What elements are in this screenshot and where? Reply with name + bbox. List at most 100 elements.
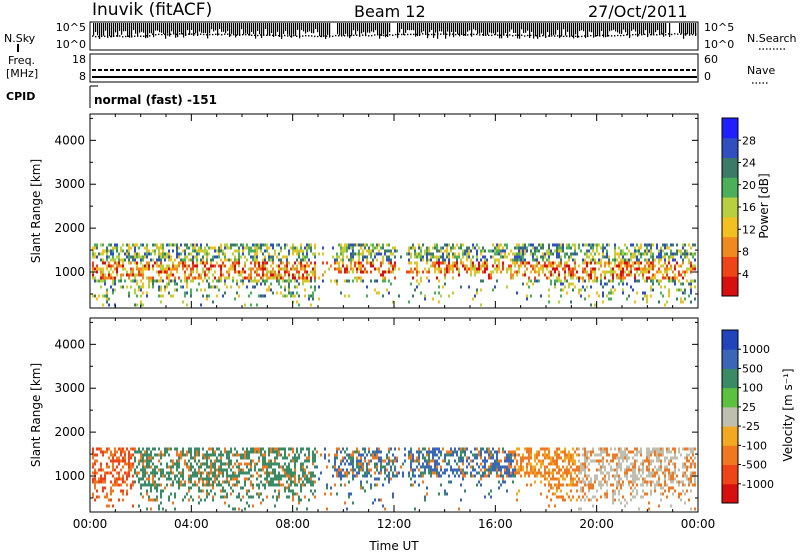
data-cell bbox=[218, 246, 220, 250]
data-cell bbox=[634, 252, 636, 256]
data-cell bbox=[388, 477, 390, 481]
data-cell bbox=[638, 273, 640, 277]
data-cell bbox=[340, 468, 342, 472]
data-cell bbox=[138, 255, 140, 259]
nsearch-point bbox=[299, 35, 301, 38]
data-cell bbox=[150, 456, 152, 460]
data-cell bbox=[594, 453, 596, 457]
data-cell bbox=[128, 252, 130, 256]
data-cell bbox=[606, 282, 608, 286]
data-cell bbox=[168, 276, 170, 280]
data-cell bbox=[512, 261, 514, 265]
nsearch-point bbox=[116, 35, 118, 37]
data-cell bbox=[492, 462, 494, 466]
data-cell bbox=[536, 246, 538, 250]
data-cell bbox=[540, 480, 542, 484]
data-cell bbox=[436, 468, 438, 472]
data-cell bbox=[224, 282, 226, 286]
data-cell bbox=[656, 246, 658, 250]
data-cell bbox=[276, 279, 278, 283]
nsky-bar bbox=[217, 23, 219, 36]
data-cell bbox=[650, 249, 652, 253]
data-cell bbox=[296, 267, 298, 271]
data-cell bbox=[534, 456, 536, 460]
nsky-bar bbox=[513, 23, 515, 34]
data-cell bbox=[312, 294, 314, 298]
nsky-tick-top: 10^5 bbox=[56, 21, 86, 34]
data-cell bbox=[116, 465, 118, 469]
data-cell bbox=[444, 471, 446, 475]
data-cell bbox=[548, 288, 550, 292]
nsearch-point bbox=[626, 34, 628, 36]
data-cell bbox=[206, 249, 208, 253]
nsearch-point bbox=[329, 35, 331, 37]
data-cell bbox=[246, 453, 248, 457]
data-cell bbox=[218, 453, 220, 457]
data-cell bbox=[582, 243, 584, 247]
nsky-bar bbox=[413, 23, 415, 31]
data-cell bbox=[570, 276, 572, 280]
data-cell bbox=[270, 276, 272, 280]
data-cell bbox=[378, 267, 380, 271]
data-cell bbox=[444, 282, 446, 286]
data-cell bbox=[460, 453, 462, 457]
data-cell bbox=[254, 462, 256, 466]
data-cell bbox=[328, 267, 330, 271]
data-cell bbox=[590, 459, 592, 463]
data-cell bbox=[92, 267, 94, 271]
data-cell bbox=[210, 489, 212, 493]
data-cell bbox=[394, 249, 396, 253]
data-cell bbox=[180, 243, 182, 247]
nsearch-point bbox=[242, 34, 244, 36]
data-cell bbox=[160, 252, 162, 256]
nsky-bar bbox=[257, 23, 259, 32]
data-cell bbox=[358, 252, 360, 256]
data-cell bbox=[140, 288, 142, 292]
data-cell bbox=[584, 492, 586, 496]
data-cell bbox=[424, 468, 426, 472]
data-cell bbox=[206, 267, 208, 271]
data-cell bbox=[146, 471, 148, 475]
data-cell bbox=[666, 243, 668, 247]
data-cell bbox=[162, 507, 164, 511]
data-cell bbox=[508, 468, 510, 472]
data-cell bbox=[192, 267, 194, 271]
data-cell bbox=[548, 462, 550, 466]
data-cell bbox=[100, 474, 102, 478]
data-cell bbox=[202, 483, 204, 487]
data-cell bbox=[488, 249, 490, 253]
data-cell bbox=[214, 450, 216, 454]
nsky-bar bbox=[275, 23, 277, 36]
data-cell bbox=[238, 255, 240, 259]
data-cell bbox=[232, 465, 234, 469]
data-cell bbox=[582, 276, 584, 280]
nsky-bar bbox=[651, 23, 653, 36]
data-cell bbox=[500, 468, 502, 472]
data-cell bbox=[538, 471, 540, 475]
data-cell bbox=[334, 459, 336, 463]
data-cell bbox=[424, 252, 426, 256]
data-cell bbox=[402, 462, 404, 466]
data-cell bbox=[256, 492, 258, 496]
data-cell bbox=[526, 282, 528, 286]
data-cell bbox=[420, 465, 422, 469]
data-cell bbox=[676, 249, 678, 253]
data-cell bbox=[614, 270, 616, 274]
data-cell bbox=[428, 462, 430, 466]
data-cell bbox=[254, 261, 256, 265]
data-cell bbox=[604, 264, 606, 268]
data-cell bbox=[612, 285, 614, 289]
data-cell bbox=[246, 258, 248, 262]
data-cell bbox=[548, 294, 550, 298]
data-cell bbox=[584, 252, 586, 256]
data-cell bbox=[680, 300, 682, 304]
data-cell bbox=[660, 246, 662, 250]
data-cell bbox=[346, 264, 348, 268]
data-cell bbox=[550, 249, 552, 253]
data-cell bbox=[598, 483, 600, 487]
data-cell bbox=[376, 465, 378, 469]
data-cell bbox=[630, 264, 632, 268]
data-cell bbox=[470, 249, 472, 253]
nsky-bar bbox=[141, 23, 143, 32]
data-cell bbox=[510, 258, 512, 262]
